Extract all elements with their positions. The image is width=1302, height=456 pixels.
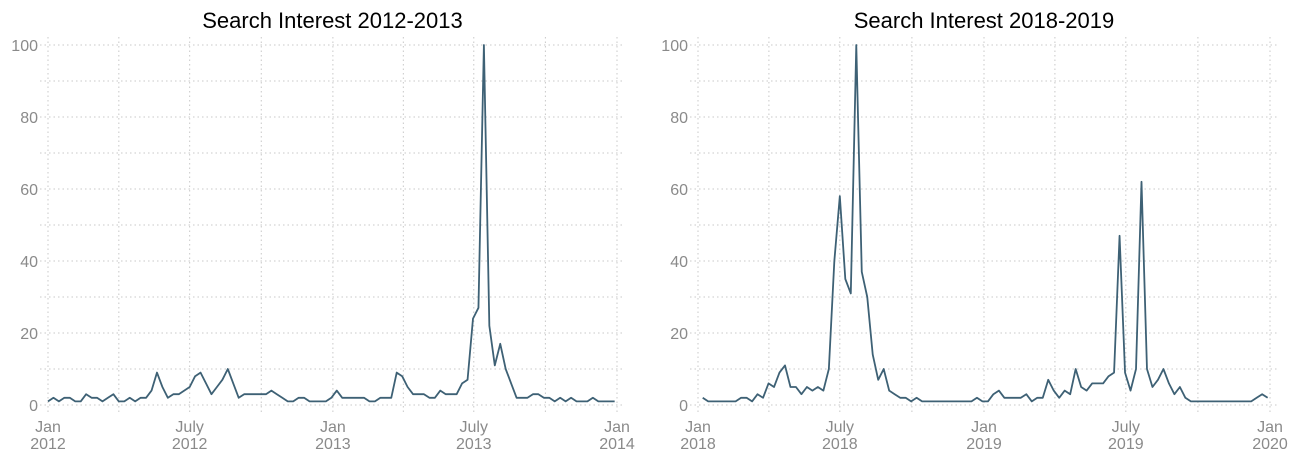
chart-title: Search Interest 2018-2019 [854, 8, 1115, 33]
line-series [702, 44, 1269, 403]
x-tick-label: Jan 2012 [30, 419, 66, 453]
y-tick-label: 0 [29, 398, 38, 415]
y-tick-label: 20 [20, 326, 38, 343]
x-tick-label: Jan 2013 [315, 419, 351, 453]
y-tick-label: 100 [11, 38, 38, 55]
y-tick-label: 100 [661, 38, 688, 55]
y-tick-label: 80 [20, 110, 38, 127]
x-tick-label: July 2018 [822, 419, 858, 453]
line-series [47, 44, 615, 403]
x-tick-label: July 2013 [455, 419, 492, 453]
y-tick-label: 60 [20, 182, 38, 199]
x-tick-label: Jan 2020 [1252, 419, 1288, 453]
y-tick-label: 20 [670, 326, 688, 343]
x-tick-label: July 2019 [1108, 419, 1144, 453]
x-tick-label: Jan 2018 [680, 419, 716, 453]
y-tick-label: 60 [670, 182, 688, 199]
chart-title: Search Interest 2012-2013 [202, 8, 463, 33]
y-tick-label: 40 [20, 254, 38, 271]
x-tick-label: July 2012 [171, 419, 208, 453]
y-tick-label: 40 [670, 254, 688, 271]
y-tick-label: 80 [670, 110, 688, 127]
y-tick-label: 0 [679, 398, 688, 415]
x-tick-label: Jan 2019 [966, 419, 1002, 453]
x-tick-label: Jan 2014 [599, 419, 635, 453]
